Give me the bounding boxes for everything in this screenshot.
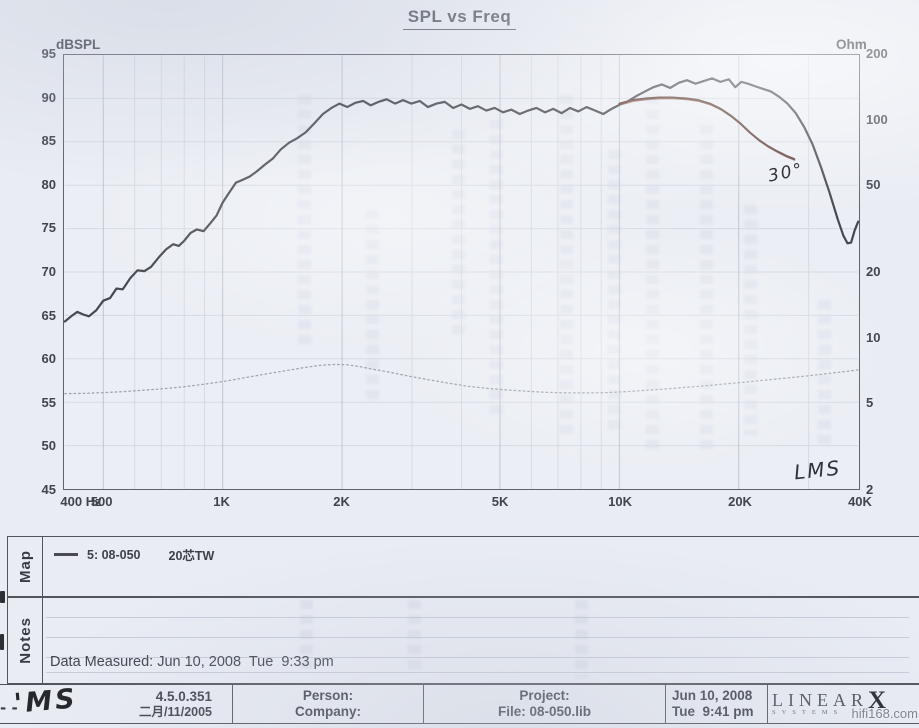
legend-description: 20芯TW (168, 549, 215, 563)
chart-canvas (63, 55, 860, 489)
bleedthrough-ghost (298, 95, 311, 345)
y-right-tick-label: 10 (866, 329, 881, 345)
x-tick-label: 2K (333, 494, 350, 509)
y-right-tick-label: 5 (866, 395, 874, 411)
linearx-logo: LINEARX (772, 687, 887, 714)
series-spl-30deg-overdraw (620, 98, 796, 161)
map-panel: Map 5: 08-050 20芯TW (7, 536, 919, 597)
y-left-tick-label: 70 (41, 264, 56, 279)
scan-artifact (0, 591, 5, 603)
series-impedance (64, 363, 859, 395)
y-right-tick-label: 20 (866, 264, 881, 279)
footer-version-cell: 4.5.0.351 二月/11/2005 (0, 685, 233, 723)
software-version-date: 二月/11/2005 (139, 704, 212, 719)
notes-text: Data Measured: Jun 10, 2008 Tue 9:33 pm (50, 654, 334, 670)
y-left-tick-label: 65 (41, 307, 56, 323)
scan-artifact (0, 634, 4, 650)
bleedthrough-ghost (560, 95, 573, 435)
bleedthrough-ghost (608, 150, 621, 430)
y-right-tick-label: 200 (866, 46, 888, 61)
handwritten-lms-annotation: LMS (792, 455, 843, 485)
plot-area (63, 54, 860, 490)
y-left-tick-label: 90 (41, 89, 56, 105)
bleedthrough-ghost (700, 125, 713, 455)
x-tick-label: 40K (848, 494, 872, 509)
footer-date-cell: Jun 10, 2008 Tue 9:41 pm (666, 685, 768, 723)
person-label: Person: (302, 688, 354, 703)
footer-project-cell: Project: File: 08-050.lib (424, 685, 666, 723)
notes-rule-line (46, 672, 909, 673)
legend-swatch-line (54, 553, 78, 556)
right-axis-title: Ohm (836, 37, 867, 52)
footer-strip: 4.5.0.351 二月/11/2005 Person: Company: Pr… (0, 684, 919, 724)
notes-rule-line (46, 617, 909, 618)
footer-person-cell: Person: Company: (233, 685, 424, 723)
series-spl-on-axis (63, 77, 860, 323)
y-left-tick-label: 55 (41, 394, 56, 410)
bleedthrough-ghost (366, 210, 379, 400)
series-spl-30deg (618, 96, 796, 161)
y-left-tick-label: 85 (41, 133, 56, 149)
notes-panel: Notes Data Measured: Jun 10, 2008 Tue 9:… (7, 597, 919, 684)
bleedthrough-ghost (575, 600, 588, 678)
y-left-tick-label: 75 (41, 220, 56, 236)
notes-panel-label: Notes (8, 598, 43, 683)
project-label: Project: (519, 688, 570, 703)
y-left-tick-label: 50 (41, 438, 56, 454)
y-left-tick-label: 60 (41, 351, 56, 367)
linearx-logo-subtitle: SYSTEMS (772, 709, 844, 716)
linearx-logo-x: X (868, 687, 887, 714)
handwritten-ms-scribble: 'MS (12, 683, 79, 720)
software-version: 4.5.0.351 (155, 688, 212, 704)
footer-logo-cell: LINEARX SYSTEMS (768, 685, 919, 723)
y-right-tick-label: 50 (866, 177, 881, 193)
left-axis-title: dBSPL (56, 37, 101, 52)
hifi168-watermark: hifi168.com (851, 706, 918, 721)
bleedthrough-ghost (818, 300, 831, 450)
y-right-tick-label: 100 (866, 111, 888, 127)
print-date: Jun 10, 2008 (672, 688, 753, 703)
legend-label: 5: 08-050 (87, 547, 141, 562)
x-tick-label: 1K (213, 494, 230, 509)
y-right-tick-label: 2 (866, 482, 874, 497)
x-tick-label: 5K (491, 494, 509, 509)
map-panel-label: Map (8, 537, 43, 596)
x-tick-label: 20K (728, 494, 752, 509)
y-left-tick-label: 80 (41, 176, 56, 192)
y-left-tick-label: 95 (41, 46, 56, 61)
bleedthrough-ghost (744, 205, 757, 435)
print-time: Tue 9:41 pm (672, 704, 754, 719)
x-tick-label: 400 Hz (60, 494, 102, 509)
legend: 5: 08-050 20芯TW (54, 545, 214, 564)
file-label: File: 08-050.lib (497, 704, 592, 719)
notes-rule-line (46, 637, 909, 638)
notes-rule-line (46, 657, 909, 658)
x-tick-label: 500 (90, 494, 113, 509)
handwritten-dots: - - (0, 699, 18, 717)
company-label: Company: (294, 704, 361, 719)
chart-title: SPL vs Freq (0, 7, 919, 30)
y-left-tick-label: 45 (41, 482, 56, 497)
x-tick-label: 10K (608, 494, 632, 509)
